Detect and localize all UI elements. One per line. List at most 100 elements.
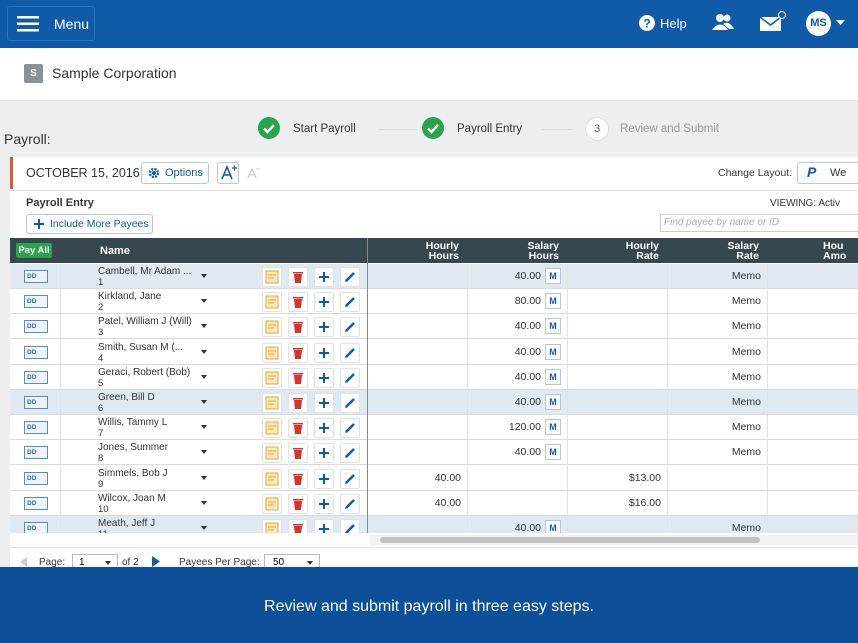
prev-page[interactable] xyxy=(20,557,28,567)
row-menu[interactable] xyxy=(201,526,207,530)
users-icon[interactable] xyxy=(711,13,735,31)
payee-name[interactable]: Kirkland, Jane xyxy=(98,291,161,302)
payee-name[interactable]: Patel, William J (Will) xyxy=(98,316,192,327)
edit-button[interactable] xyxy=(340,418,360,438)
include-more-button[interactable]: Include More Payees xyxy=(26,214,153,234)
mail-icon[interactable] xyxy=(759,10,787,32)
scroll-thumb[interactable] xyxy=(380,537,760,543)
payee-name[interactable]: Wilcox, Joan M xyxy=(98,493,166,504)
row-menu[interactable] xyxy=(201,274,207,278)
add-button[interactable] xyxy=(314,393,334,413)
delete-button[interactable] xyxy=(288,393,308,413)
add-button[interactable] xyxy=(314,443,334,463)
note-button[interactable] xyxy=(262,469,282,489)
direct-deposit-icon[interactable]: DD xyxy=(24,371,48,384)
direct-deposit-icon[interactable]: DD xyxy=(24,346,48,359)
note-button[interactable] xyxy=(262,343,282,363)
memo-button[interactable]: M xyxy=(545,394,561,410)
edit-button[interactable] xyxy=(340,519,360,533)
avatar[interactable]: MS xyxy=(806,11,831,36)
payee-name[interactable]: Jones, Summer xyxy=(98,442,168,453)
payee-name[interactable]: Smith, Susan M (... xyxy=(98,342,183,353)
add-button[interactable] xyxy=(314,317,334,337)
note-button[interactable] xyxy=(262,393,282,413)
memo-button[interactable]: M xyxy=(545,318,561,334)
add-button[interactable] xyxy=(314,494,334,514)
delete-button[interactable] xyxy=(288,317,308,337)
row-menu[interactable] xyxy=(201,476,207,480)
note-button[interactable] xyxy=(262,443,282,463)
payee-name[interactable]: Meath, Jeff J xyxy=(98,518,155,529)
memo-button[interactable]: M xyxy=(545,268,561,284)
help-icon[interactable]: ? xyxy=(639,15,655,31)
edit-button[interactable] xyxy=(340,443,360,463)
delete-button[interactable] xyxy=(288,519,308,533)
search-box[interactable]: Find payee by name or ID xyxy=(660,214,858,232)
note-button[interactable] xyxy=(262,292,282,312)
row-menu[interactable] xyxy=(201,425,207,429)
direct-deposit-icon[interactable]: DD xyxy=(24,497,48,510)
font-decrease[interactable] xyxy=(246,165,260,179)
add-button[interactable] xyxy=(314,292,334,312)
add-button[interactable] xyxy=(314,368,334,388)
edit-button[interactable] xyxy=(340,343,360,363)
delete-button[interactable] xyxy=(288,267,308,287)
payee-name[interactable]: Willis, Tammy L xyxy=(98,417,167,428)
note-button[interactable] xyxy=(262,368,282,388)
edit-button[interactable] xyxy=(340,494,360,514)
direct-deposit-icon[interactable]: DD xyxy=(24,396,48,409)
row-menu[interactable] xyxy=(201,450,207,454)
memo-button[interactable]: M xyxy=(545,293,561,309)
row-menu[interactable] xyxy=(201,324,207,328)
menu-button[interactable]: Menu xyxy=(7,6,95,41)
layout-select[interactable]: P We xyxy=(797,162,858,184)
note-button[interactable] xyxy=(262,418,282,438)
avatar-caret[interactable] xyxy=(836,20,845,26)
payee-name[interactable]: Geraci, Robert (Bob) xyxy=(98,367,190,378)
memo-button[interactable]: M xyxy=(545,444,561,460)
direct-deposit-icon[interactable]: DD xyxy=(24,421,48,434)
memo-button[interactable]: M xyxy=(545,419,561,435)
payee-name[interactable]: Green, Bill D xyxy=(98,392,155,403)
edit-button[interactable] xyxy=(340,469,360,489)
row-menu[interactable] xyxy=(201,501,207,505)
direct-deposit-icon[interactable]: DD xyxy=(24,522,48,533)
row-menu[interactable] xyxy=(201,375,207,379)
delete-button[interactable] xyxy=(288,469,308,489)
delete-button[interactable] xyxy=(288,443,308,463)
edit-button[interactable] xyxy=(340,393,360,413)
row-menu[interactable] xyxy=(201,400,207,404)
note-button[interactable] xyxy=(262,519,282,533)
row-menu[interactable] xyxy=(201,350,207,354)
memo-button[interactable]: M xyxy=(545,369,561,385)
row-menu[interactable] xyxy=(201,299,207,303)
add-button[interactable] xyxy=(314,267,334,287)
delete-button[interactable] xyxy=(288,418,308,438)
delete-button[interactable] xyxy=(288,368,308,388)
pay-all-button[interactable]: Pay All xyxy=(16,243,52,258)
payee-name[interactable]: Simmels, Bob J xyxy=(98,468,167,479)
edit-button[interactable] xyxy=(340,292,360,312)
add-button[interactable] xyxy=(314,418,334,438)
delete-button[interactable] xyxy=(288,494,308,514)
next-page[interactable] xyxy=(152,556,160,567)
add-button[interactable] xyxy=(314,519,334,533)
memo-button[interactable]: M xyxy=(545,344,561,360)
direct-deposit-icon[interactable]: DD xyxy=(24,270,48,283)
edit-button[interactable] xyxy=(340,317,360,337)
direct-deposit-icon[interactable]: DD xyxy=(24,472,48,485)
company-name[interactable]: Sample Corporation xyxy=(52,65,177,81)
delete-button[interactable] xyxy=(288,343,308,363)
payee-name[interactable]: Cambell, Mr Adam ... xyxy=(98,266,191,277)
options-button[interactable]: Options xyxy=(141,162,209,184)
help-link[interactable]: Help xyxy=(660,16,687,31)
note-button[interactable] xyxy=(262,267,282,287)
direct-deposit-icon[interactable]: DD xyxy=(24,446,48,459)
edit-button[interactable] xyxy=(340,368,360,388)
memo-button[interactable]: M xyxy=(545,520,561,533)
note-button[interactable] xyxy=(262,317,282,337)
direct-deposit-icon[interactable]: DD xyxy=(24,320,48,333)
edit-button[interactable] xyxy=(340,267,360,287)
font-increase[interactable] xyxy=(217,162,239,184)
add-button[interactable] xyxy=(314,469,334,489)
